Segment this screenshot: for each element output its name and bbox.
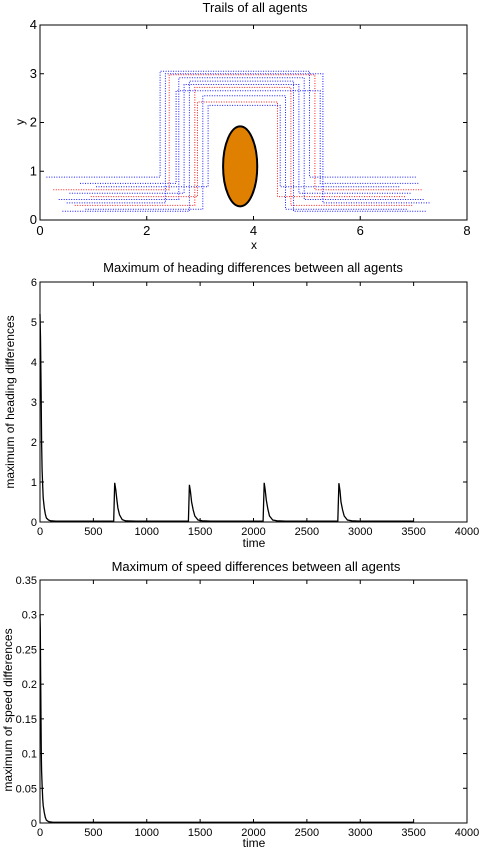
trails-series-6 [74,86,414,206]
heading-xtick-label: 3000 [348,526,372,538]
heading-series-1 [39,313,414,522]
speed-ytick-label: 0 [31,818,37,830]
speed-xtick-label: 2000 [241,827,265,839]
trails-series-8 [85,95,409,210]
trails-title: Trails of all agents [202,0,308,15]
speed-xtick-label: 1500 [188,827,212,839]
trails-plot-area [46,70,430,212]
heading-xlabel: time [243,536,266,550]
trails-xtick-label: 0 [36,223,43,238]
trails-ticks: 0 2 4 6 8 0 1 2 3 4 [30,17,471,238]
speed-ytick-label: 0.2 [22,679,37,691]
heading-ytick-label: 6 [31,277,37,289]
heading-xtick-label: 4000 [455,526,479,538]
heading-xtick-label: 500 [84,526,102,538]
trails-ytick-label: 4 [30,17,37,32]
trails-xtick-label: 2 [143,223,150,238]
speed-xtick-label: 3500 [401,827,425,839]
trails-series-10 [96,104,401,188]
speed-panel: Maximum of speed differences between all… [1,559,479,848]
trails-ylabel: y [13,119,27,125]
trails-xlabel: x [251,238,257,252]
trails-ytick-label: 0 [30,212,37,227]
speed-ytick-label: 0.35 [16,575,37,587]
trails-ytick-label: 3 [30,66,37,81]
heading-title: Maximum of heading differences between a… [103,260,403,275]
speed-ticks: 0 500 1000 1500 2000 2500 3000 3500 4000 0 0.05 0.1… [16,575,480,839]
speed-xlabel: time [243,836,266,848]
heading-plot-area [39,313,414,522]
heading-ytick-label: 4 [31,357,37,369]
trails-obstacle [222,125,259,208]
heading-ticks: 0 500 1000 1500 2000 2500 3000 3500 4000 0 1 2 3 4 5 6 [31,277,479,538]
speed-ytick-label: 0.1 [22,749,37,761]
trails-xtick-label: 4 [250,223,257,238]
trails-ytick-label: 2 [30,115,37,130]
heading-ytick-label: 3 [31,397,37,409]
heading-ytick-label: 5 [31,317,37,329]
heading-xtick-label: 1000 [135,526,159,538]
speed-ytick-label: 0.05 [16,783,37,795]
heading-ylabel: maximum of heading differences [3,315,17,488]
heading-xtick-label: 2500 [295,526,319,538]
speed-xtick-label: 500 [84,827,102,839]
trails-panel: Trails of all agents 0 2 4 6 8 0 1 2 3 4 x y [13,0,471,252]
heading-xtick-label: 3500 [401,526,425,538]
speed-series-1 [39,614,414,823]
heading-ytick-label: 1 [31,477,37,489]
speed-ylabel: maximum of speed differences [1,628,15,791]
heading-xtick-label: 2000 [241,526,265,538]
speed-xtick-label: 4000 [455,827,479,839]
speed-plot-area [39,614,414,823]
heading-ytick-label: 2 [31,437,37,449]
heading-panel: Maximum of heading differences between a… [3,260,479,550]
heading-xtick-label: 1500 [188,526,212,538]
heading-axes-frame [39,281,468,523]
speed-xtick-label: 1000 [135,827,159,839]
trails-series-3 [58,77,425,200]
speed-axes-frame [39,579,468,824]
trails-xtick-label: 6 [357,223,364,238]
speed-xtick-label: 3000 [348,827,372,839]
speed-ytick-label: 0.15 [16,714,37,726]
speed-ytick-label: 0.25 [16,644,37,656]
speed-title: Maximum of speed differences between all… [112,559,401,574]
heading-ytick-label: 0 [31,517,37,529]
heading-xtick-label: 0 [37,526,43,538]
trails-series-4 [62,80,427,212]
speed-ytick-label: 0.3 [22,610,37,622]
trails-series-1 [46,70,417,178]
trails-ytick-label: 1 [30,163,37,178]
speed-xtick-label: 0 [37,827,43,839]
speed-xtick-label: 2500 [295,827,319,839]
trails-series-7 [80,90,419,184]
trails-xtick-label: 8 [463,223,470,238]
